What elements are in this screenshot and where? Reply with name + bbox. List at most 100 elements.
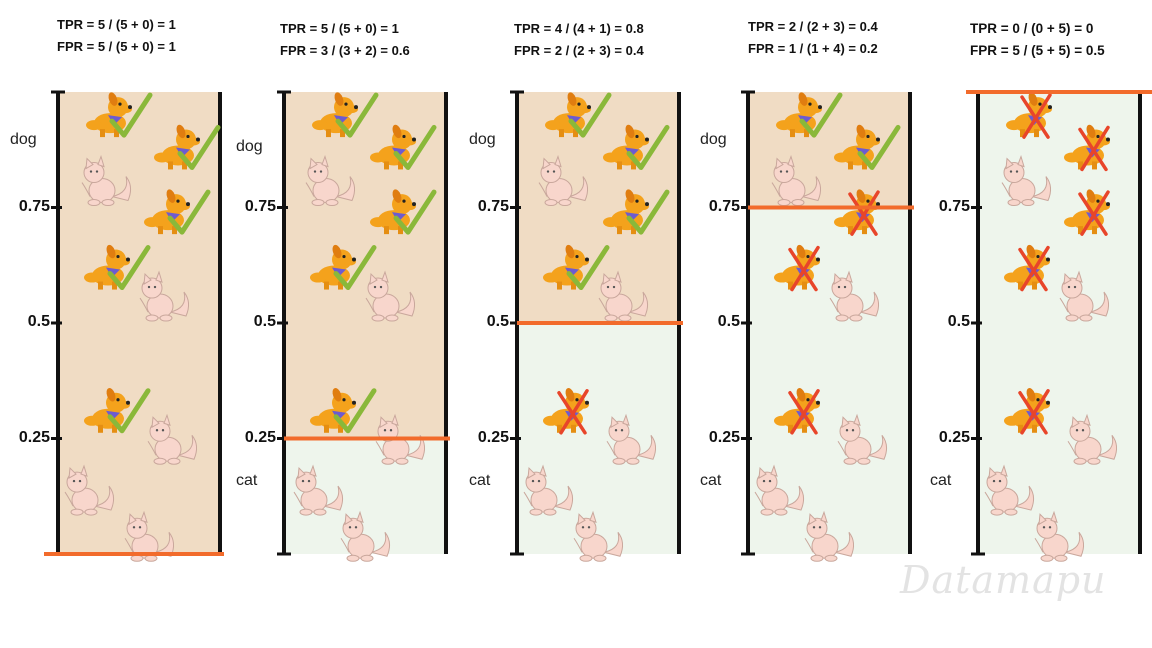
cross-icon	[1078, 190, 1110, 236]
cat-icon	[829, 270, 880, 322]
tick-label: 0.75	[18, 197, 50, 215]
cat-icon	[139, 270, 190, 322]
cross-icon	[848, 190, 880, 236]
watermark: Datamapu	[900, 558, 1107, 602]
cat-icon	[305, 154, 356, 207]
panel-2-fpr: FPR = 3 / (3 + 2) = 0.6	[280, 43, 410, 58]
dog-icon	[543, 388, 589, 435]
tick-label: 0.25	[477, 428, 509, 446]
cross-icon	[1078, 125, 1110, 172]
check-icon	[177, 124, 221, 170]
tick-label: 0.25	[938, 428, 970, 446]
check-icon	[107, 388, 151, 434]
cat-icon	[365, 270, 416, 322]
class-label-dog: dog	[10, 131, 37, 148]
dog-icon	[154, 124, 221, 170]
dog-icon	[776, 92, 843, 138]
cat-icon	[598, 270, 649, 322]
check-icon	[333, 245, 377, 291]
dog-icon	[1064, 124, 1110, 172]
cat-icon	[1034, 510, 1085, 562]
cat-icon	[804, 510, 855, 562]
cat-icon	[538, 154, 589, 207]
dog-icon	[1004, 388, 1050, 435]
check-icon	[568, 92, 612, 138]
class-label-dog: dog	[469, 131, 496, 148]
cat-icon	[375, 413, 426, 465]
panel-1-tpr: TPR = 5 / (5 + 0) = 1	[57, 17, 176, 32]
dog-icon	[1004, 244, 1050, 292]
panel-3-formulas: TPR = 4 / (4 + 1) = 0.8 FPR = 2 / (2 + 3…	[514, 18, 644, 62]
tick-label: 0.5	[253, 313, 276, 330]
cat-icon	[606, 413, 657, 465]
cat-icon	[837, 413, 888, 465]
tick-label: 0.5	[717, 313, 740, 330]
cat-icon	[293, 464, 344, 516]
panel-1	[44, 90, 224, 562]
tick-label: 0.25	[18, 428, 50, 446]
dog-icon	[84, 388, 151, 434]
check-icon	[393, 189, 437, 235]
cross-icon	[1018, 389, 1050, 435]
check-icon	[857, 124, 901, 170]
dog-icon	[774, 244, 820, 292]
check-icon	[393, 124, 437, 170]
panel-4-tpr: TPR = 2 / (2 + 3) = 0.4	[748, 19, 878, 34]
cat-icon	[1067, 413, 1118, 465]
dog-icon	[144, 189, 211, 235]
panel-5	[966, 90, 1152, 562]
check-icon	[799, 92, 843, 138]
dog-icon	[310, 244, 377, 291]
cat-icon	[771, 154, 822, 207]
dog-icon	[545, 92, 612, 138]
cross-icon	[788, 389, 820, 435]
check-icon	[626, 189, 670, 235]
dog-icon	[834, 124, 901, 170]
panel-3-tpr: TPR = 4 / (4 + 1) = 0.8	[514, 21, 644, 36]
tick-label: 0.5	[947, 313, 970, 330]
cross-icon	[788, 245, 820, 292]
panel-4-fpr: FPR = 1 / (1 + 4) = 0.2	[748, 41, 878, 56]
tick-label: 0.5	[27, 313, 50, 330]
class-label-dog: dog	[236, 138, 263, 155]
cat-icon	[573, 510, 624, 562]
cat-icon	[984, 464, 1035, 516]
dog-icon	[370, 124, 437, 170]
cat-icon	[1001, 154, 1052, 207]
dog-icon	[1006, 92, 1052, 139]
check-icon	[626, 124, 670, 170]
class-label-dog: dog	[700, 131, 727, 148]
tick-label: 0.75	[244, 197, 276, 215]
panel-3-fpr: FPR = 2 / (2 + 3) = 0.4	[514, 43, 644, 58]
check-icon	[333, 388, 377, 434]
dog-icon	[310, 388, 377, 434]
panel-1-fpr: FPR = 5 / (5 + 0) = 1	[57, 39, 176, 54]
cross-icon	[557, 389, 589, 435]
class-label-cat: cat	[930, 472, 952, 489]
tick-label: 0.75	[477, 197, 509, 215]
cat-icon	[81, 154, 132, 207]
panel-2-formulas: TPR = 5 / (5 + 0) = 1 FPR = 3 / (3 + 2) …	[280, 18, 410, 62]
cross-icon	[1020, 93, 1052, 139]
dog-icon	[84, 244, 151, 291]
panel-3	[510, 90, 683, 562]
check-icon	[109, 92, 153, 138]
panel-4	[741, 90, 914, 562]
dog-icon	[86, 92, 153, 138]
dog-icon	[1064, 189, 1110, 236]
panel-5-fpr: FPR = 5 / (5 + 5) = 0.5	[970, 43, 1105, 58]
cat-icon	[64, 464, 115, 516]
dog-icon	[774, 388, 820, 435]
panel-5-tpr: TPR = 0 / (0 + 5) = 0	[970, 21, 1094, 36]
positive-region	[517, 92, 679, 323]
cat-icon	[340, 510, 391, 562]
cross-icon	[1018, 245, 1050, 292]
tick-label: 0.25	[244, 428, 276, 446]
tick-label: 0.75	[938, 197, 970, 215]
panel-1-formulas: TPR = 5 / (5 + 0) = 1 FPR = 5 / (5 + 0) …	[57, 14, 176, 58]
dog-icon	[312, 92, 379, 138]
check-icon	[107, 245, 151, 291]
check-icon	[566, 245, 610, 291]
